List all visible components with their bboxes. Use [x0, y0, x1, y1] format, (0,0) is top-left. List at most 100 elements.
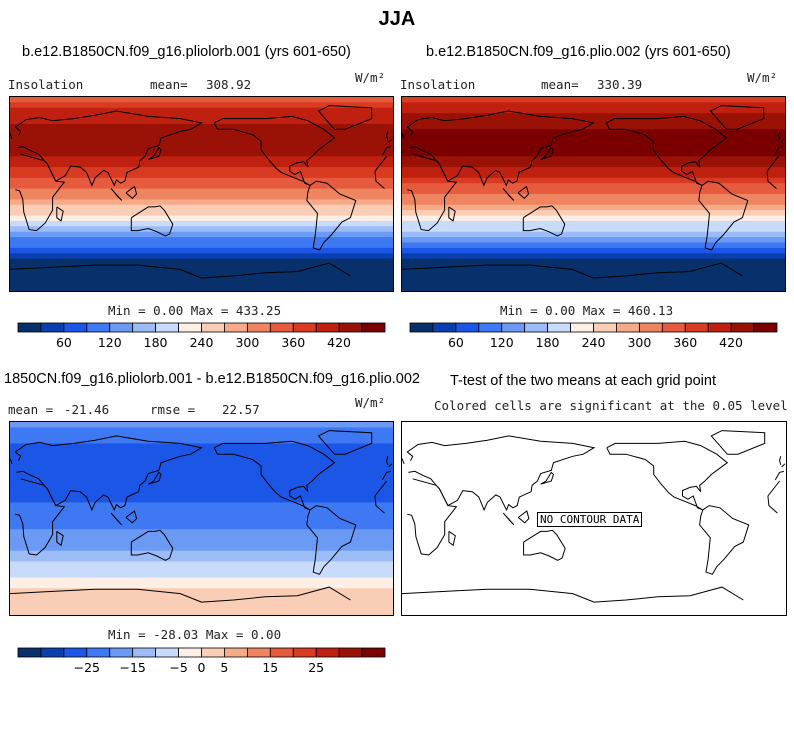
- coastline-1-0: [374, 495, 385, 514]
- coastline-9-0: [448, 530, 456, 547]
- zonal-band-28: [402, 247, 785, 254]
- coastline-6-0: [710, 430, 766, 455]
- panel2-map-svg: [402, 97, 785, 291]
- coastline-10-0: [110, 188, 123, 201]
- coastline-9-0: [56, 530, 64, 547]
- coastline-5-0: [593, 586, 744, 603]
- zonal-band-12: [10, 486, 393, 493]
- coastline-2-0: [130, 205, 174, 237]
- zonal-band-4: [402, 118, 785, 125]
- colorbar-cell-3: [86, 647, 111, 658]
- coastline-7-1: [402, 458, 405, 464]
- panel4-map-svg: [402, 430, 786, 603]
- colorbar-cell-0: [17, 322, 42, 333]
- colorbar-tick-label: −5: [169, 660, 187, 675]
- zonal-band-30: [10, 258, 393, 265]
- panel3-units: W/m²: [355, 395, 386, 410]
- zonal-band-14: [402, 172, 785, 179]
- colorbar-tick-label: −25: [74, 660, 100, 675]
- zonal-band-35: [10, 609, 393, 615]
- panel3-mean-value: -21.46: [64, 402, 110, 417]
- zonal-band-1: [10, 427, 393, 434]
- zonal-band-23: [10, 545, 393, 552]
- panel3-rmse-label: rmse =: [150, 402, 196, 417]
- coastline-1-0: [374, 171, 385, 189]
- colorbar-tick-label: 420: [327, 335, 351, 350]
- colorbar-cell-13: [707, 322, 732, 333]
- panel2-title: b.e12.B1850CN.f09_g16.plio.002 (yrs 601-…: [426, 44, 731, 60]
- coastline-3-0: [213, 440, 336, 511]
- zonal-band-23: [402, 220, 785, 227]
- zonal-band-24: [10, 226, 393, 233]
- colorbar-cell-2: [455, 322, 480, 333]
- coastline-1-2: [766, 155, 779, 172]
- zonal-band-22: [402, 215, 785, 222]
- zonal-band-1: [10, 102, 393, 109]
- coastline-1-1: [15, 478, 66, 556]
- colorbar-cell-4: [109, 322, 134, 333]
- colorbar-cell-12: [292, 647, 317, 658]
- zonal-band-24: [402, 226, 785, 233]
- colorbar-tick-label: 25: [308, 660, 324, 675]
- colorbar-cell-9: [224, 647, 248, 658]
- colorbar-cell-14: [338, 647, 363, 658]
- panel2-map: [401, 96, 786, 292]
- zonal-band-21: [10, 534, 393, 541]
- colorbar-tick-label: 60: [56, 335, 72, 350]
- zonal-band-29: [10, 253, 393, 260]
- panel3-map-svg: [10, 422, 393, 615]
- panel2-mean-label: mean=: [541, 77, 579, 92]
- zonal-band-34: [10, 604, 393, 611]
- colorbar-tick-label: 360: [281, 335, 305, 350]
- zonal-band-19: [402, 199, 785, 206]
- zonal-band-8: [10, 140, 393, 147]
- colorbar-cell-11: [269, 647, 294, 658]
- coastline-1-1: [15, 153, 66, 232]
- coastline-0-3: [406, 110, 595, 187]
- zonal-band-5: [10, 448, 393, 455]
- zonal-band-20: [402, 204, 785, 211]
- zonal-band-0: [10, 422, 393, 428]
- coastline-10-0: [502, 188, 515, 201]
- zonal-band-3: [402, 113, 785, 120]
- zonal-band-11: [10, 156, 393, 163]
- colorbar-tick-label: 5: [220, 660, 228, 675]
- coastline-0-2: [388, 138, 393, 143]
- colorbar-cell-6: [155, 322, 179, 333]
- colorbar-cell-4: [501, 322, 526, 333]
- coastline-2-0: [130, 529, 174, 561]
- coastline-1-2: [374, 155, 387, 172]
- colorbar-tick-label: 15: [262, 660, 278, 675]
- zonal-band-14: [10, 497, 393, 504]
- panel2-units: W/m²: [747, 70, 778, 85]
- zonal-band-12: [402, 161, 785, 168]
- colorbar-cell-0: [17, 647, 42, 658]
- coastline-2-0: [523, 529, 566, 561]
- zonal-band-0: [402, 97, 785, 103]
- colorbar-cell-9: [224, 322, 248, 333]
- coastline-8-0: [540, 146, 554, 160]
- coastline-6-0: [709, 105, 765, 130]
- coastline-0-2: [388, 463, 393, 468]
- zonal-band-27: [10, 566, 393, 573]
- coastline-4-0: [699, 505, 750, 575]
- panel1-mean-value: 308.92: [206, 77, 252, 92]
- panel1-units: W/m²: [355, 70, 386, 85]
- panel4-no-contour-data-label: NO CONTOUR DATA: [537, 512, 643, 527]
- colorbar-cell-10: [246, 322, 271, 333]
- zonal-band-8: [402, 140, 785, 147]
- zonal-band-15: [10, 177, 393, 184]
- coastline-11-0: [517, 185, 530, 199]
- colorbar-tick-label: 420: [719, 335, 743, 350]
- colorbar-tick-label: 240: [190, 335, 214, 350]
- zonal-band-32: [402, 269, 785, 276]
- coastline-0-0: [381, 146, 392, 156]
- coastline-1-2: [767, 480, 780, 497]
- coastline-8-0: [148, 146, 162, 160]
- zonal-band-29: [10, 577, 393, 584]
- zonal-band-19: [10, 523, 393, 530]
- colorbar-cell-8: [201, 322, 225, 333]
- zonal-band-5: [402, 123, 785, 130]
- zonal-band-16: [10, 183, 393, 190]
- zonal-band-10: [10, 475, 393, 482]
